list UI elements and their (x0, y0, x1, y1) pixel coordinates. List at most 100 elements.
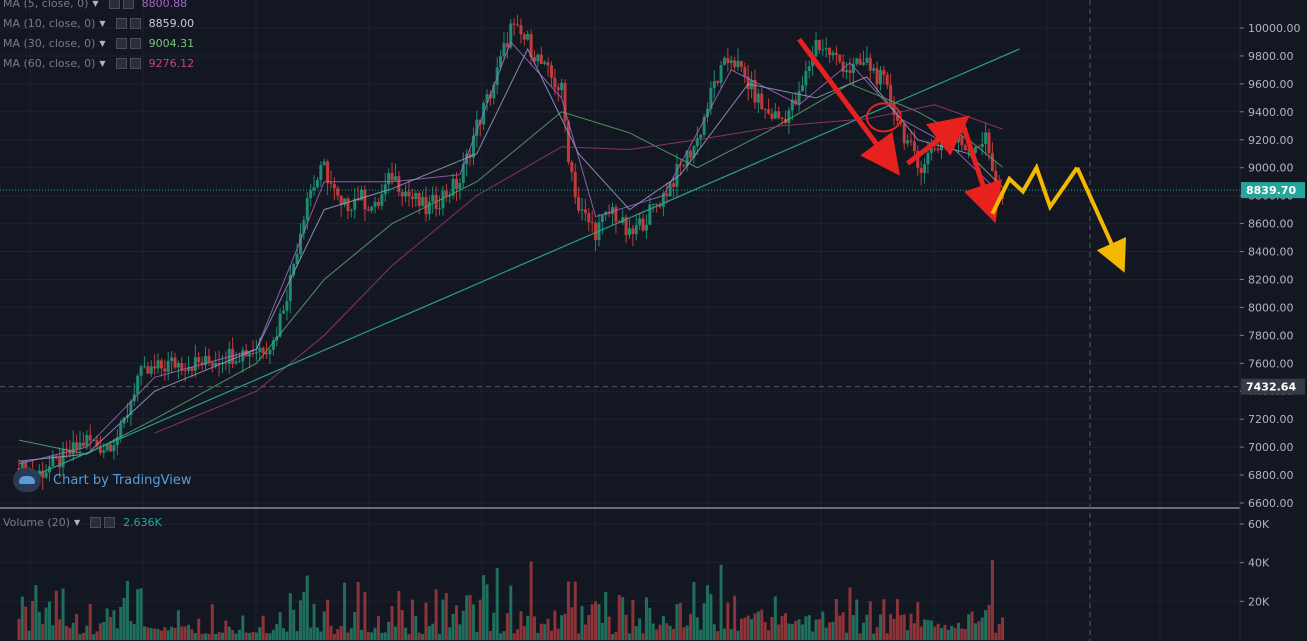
volume-value: 2.636K (123, 515, 162, 529)
volume-bar (583, 624, 587, 640)
candle (173, 352, 177, 370)
chevron-down-icon[interactable]: ▼ (74, 517, 81, 527)
candle (254, 339, 258, 362)
volume-bar (322, 611, 326, 640)
volume-bar (136, 589, 140, 640)
candle (349, 208, 353, 218)
volume-bar (529, 561, 533, 640)
candle (689, 148, 693, 162)
arrow-annotation[interactable] (959, 120, 1002, 224)
volume-bar (716, 631, 720, 640)
volume-bar (234, 633, 238, 640)
price-tick-label: 7600.00 (1248, 357, 1294, 370)
volume-bar (753, 613, 757, 640)
volume-bar (390, 606, 394, 640)
chevron-down-icon[interactable]: ▼ (99, 38, 106, 48)
candle (845, 61, 849, 80)
volume-legend[interactable]: Volume (20) ▼ 2.636K (3, 514, 162, 530)
volume-bar (577, 633, 581, 640)
volume-bar (448, 627, 452, 640)
volume-bar (505, 613, 509, 640)
candle (315, 177, 319, 189)
candle (787, 106, 791, 135)
volume-bar (824, 627, 828, 640)
candle (868, 53, 872, 80)
volume-bar (638, 618, 642, 640)
chevron-down-icon[interactable]: ▼ (92, 0, 99, 8)
close-icon[interactable] (122, 0, 134, 9)
volume-bar (804, 616, 808, 640)
candle (427, 195, 431, 221)
volume-bar (132, 623, 136, 640)
candle (204, 346, 208, 370)
volume-bar (265, 633, 269, 640)
arrow-annotation[interactable] (1075, 166, 1127, 273)
volume-bar (183, 626, 187, 640)
candle (251, 340, 255, 358)
volume-bar (597, 603, 601, 640)
candle (180, 356, 184, 376)
candle (733, 57, 737, 72)
volume-bar (800, 624, 804, 640)
volume-bar (682, 627, 686, 640)
volume-bar (895, 599, 899, 640)
candle (326, 159, 330, 195)
settings-icon[interactable] (108, 0, 120, 9)
close-icon[interactable] (104, 516, 116, 528)
volume-bar (919, 626, 923, 640)
volume-bar (970, 611, 974, 640)
tradingview-watermark[interactable]: Chart by TradingView (13, 468, 191, 492)
indicator-legend[interactable]: MA (30, close, 0) ▼ 9004.31 (3, 35, 194, 51)
volume-bar (665, 623, 669, 640)
settings-icon[interactable] (115, 57, 127, 69)
volume-bar (678, 602, 682, 640)
candle (387, 168, 391, 194)
candle (51, 450, 55, 467)
candle (607, 204, 611, 218)
volume-bar (841, 612, 845, 640)
candle (729, 55, 733, 71)
zigzag-annotation[interactable] (990, 162, 1079, 215)
price-axis-area[interactable] (1240, 0, 1307, 641)
candle (580, 198, 584, 221)
chevron-down-icon[interactable]: ▼ (99, 58, 106, 68)
indicator-value: 9276.12 (148, 56, 195, 70)
settings-icon[interactable] (115, 17, 127, 29)
settings-icon[interactable] (90, 516, 102, 528)
candle (153, 354, 157, 375)
indicator-legend[interactable]: MA (10, close, 0) ▼ 8859.00 (3, 15, 194, 31)
volume-bar (366, 632, 370, 640)
candle (770, 108, 774, 122)
volume-bar (973, 623, 977, 640)
volume-bar (261, 615, 265, 640)
candle (885, 71, 889, 89)
candle (746, 64, 750, 101)
candle (448, 191, 452, 204)
close-icon[interactable] (129, 57, 141, 69)
arrow-annotation[interactable] (797, 37, 900, 176)
volume-bar (943, 624, 947, 640)
volume-bar (54, 590, 58, 640)
settings-icon[interactable] (115, 37, 127, 49)
candle (814, 32, 818, 57)
candle (95, 435, 99, 450)
volume-bar (58, 619, 62, 640)
volume-bar (878, 614, 882, 640)
close-icon[interactable] (129, 17, 141, 29)
volume-bar (149, 628, 153, 640)
indicator-legend[interactable]: MA (60, close, 0) ▼ 9276.12 (3, 55, 194, 71)
chevron-down-icon[interactable]: ▼ (99, 18, 106, 28)
circle-annotation[interactable] (865, 102, 902, 133)
candle (465, 149, 469, 177)
volume-bar (516, 629, 520, 640)
moving-average-line (18, 41, 1003, 465)
arrow-annotation[interactable] (906, 115, 970, 166)
trendline[interactable] (35, 48, 1020, 476)
candle (319, 161, 323, 187)
price-tick-label: 8000.00 (1248, 301, 1294, 314)
candle (875, 61, 879, 92)
indicator-legend[interactable]: MA (5, close, 0) ▼ 8800.88 (3, 0, 187, 11)
tradingview-cloud-icon (13, 468, 41, 492)
close-icon[interactable] (129, 37, 141, 49)
